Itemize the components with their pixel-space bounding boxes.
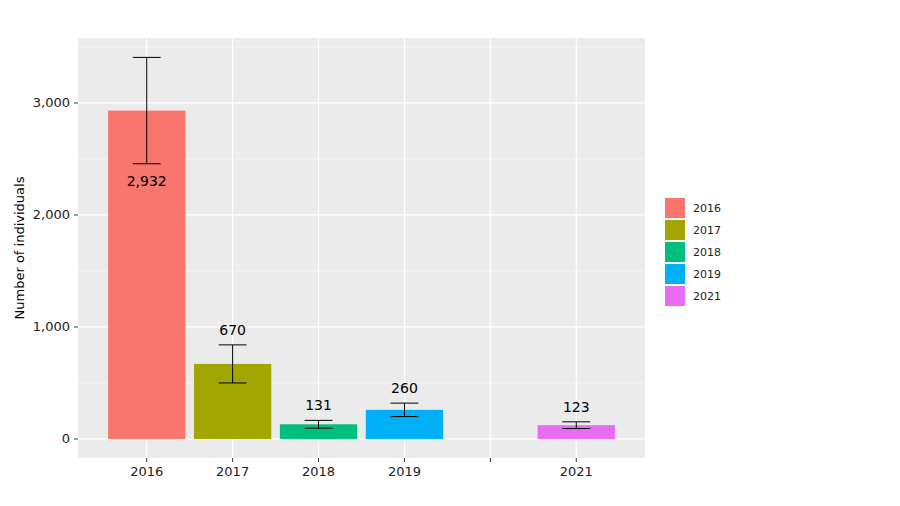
legend-label: 2017 [693, 224, 721, 237]
x-tick [318, 458, 319, 462]
y-tick-label: 1,000 [33, 319, 70, 334]
data-label: 131 [305, 397, 332, 413]
legend-key [665, 264, 685, 284]
x-grid-line [576, 38, 577, 458]
legend-label: 2016 [693, 202, 721, 215]
y-tick [74, 438, 78, 439]
data-label: 670 [219, 322, 246, 338]
y-tick [74, 214, 78, 215]
error-bar [133, 57, 161, 163]
x-grid-line [490, 38, 491, 458]
x-tick [490, 458, 491, 462]
legend-key [665, 198, 685, 218]
error-bar [305, 420, 333, 428]
x-tick-label: 2019 [388, 464, 421, 479]
data-label: 2,932 [127, 173, 167, 189]
x-tick-label: 2021 [560, 464, 593, 479]
chart: 0 1,000 2,000 3,000 2016 2017 2018 2019 2021 Numb… [0, 0, 900, 506]
y-tick [74, 326, 78, 327]
x-tick-label: 2017 [216, 464, 249, 479]
y-tick-label: 0 [62, 431, 70, 446]
data-label: 260 [391, 380, 418, 396]
plot-panel [78, 38, 645, 458]
y-tick-label: 3,000 [33, 95, 70, 110]
legend-label: 2021 [693, 290, 721, 303]
y-tick [74, 102, 78, 103]
legend-key [665, 242, 685, 262]
x-tick [146, 458, 147, 462]
x-tick [404, 458, 405, 462]
data-label: 123 [563, 399, 590, 415]
x-tick [232, 458, 233, 462]
legend-label: 2019 [693, 268, 721, 281]
x-tick-label: 2018 [302, 464, 335, 479]
y-tick-label: 2,000 [33, 207, 70, 222]
x-grid-line [318, 38, 319, 458]
legend-label: 2018 [693, 246, 721, 259]
error-bar [391, 403, 419, 416]
x-tick-label: 2016 [130, 464, 163, 479]
minor-grid-line [78, 46, 645, 47]
marks [108, 57, 615, 439]
x-tick [576, 458, 577, 462]
grid-line [78, 102, 645, 103]
error-bar [562, 422, 590, 429]
error-bar [219, 345, 247, 383]
y-axis-title: Number of individuals [12, 176, 27, 319]
legend-key [665, 286, 685, 306]
legend-key [665, 220, 685, 240]
